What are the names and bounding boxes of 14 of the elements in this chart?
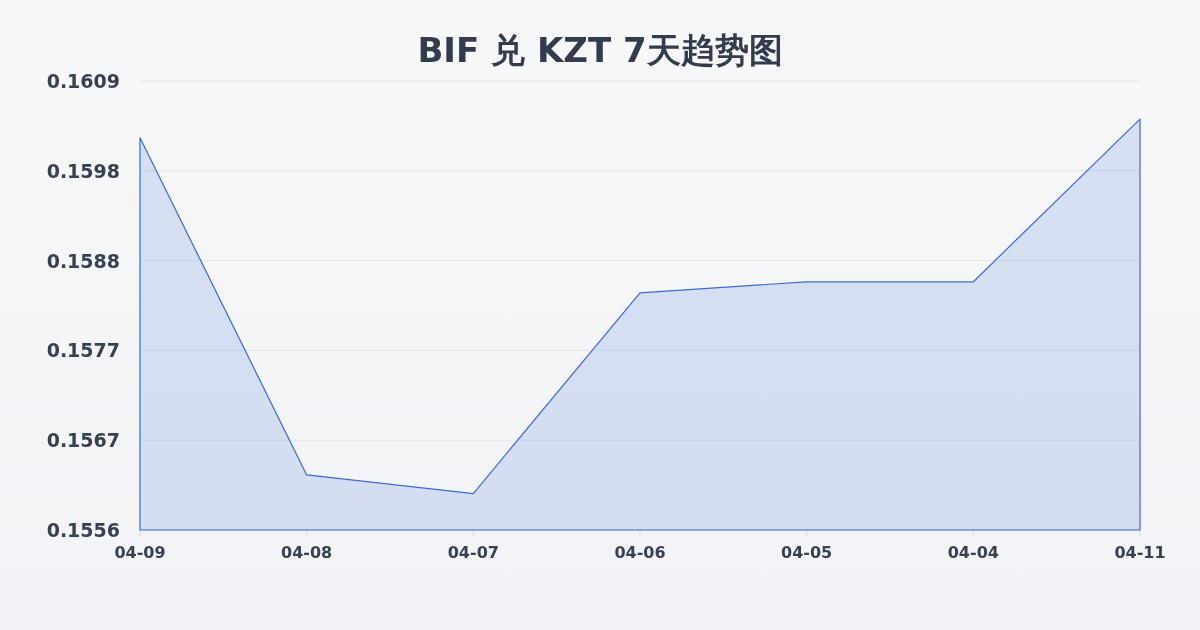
x-tick-label: 04-06 [614, 543, 666, 562]
x-tick-label: 04-09 [114, 543, 166, 562]
y-tick-label: 0.1577 [46, 339, 120, 362]
y-tick-label: 0.1556 [46, 519, 120, 541]
y-tick-label: 0.1588 [46, 249, 120, 272]
chart-title: BIF 兑 KZT 7天趋势图 [417, 30, 783, 70]
x-tick-label: 04-04 [947, 543, 999, 562]
x-tick-label: 04-08 [281, 543, 333, 562]
x-tick-label: 04-11 [1114, 543, 1166, 562]
x-tick-label: 04-05 [781, 543, 833, 562]
y-tick-label: 0.1609 [46, 70, 120, 92]
y-tick-label: 0.1598 [46, 159, 120, 182]
y-tick-label: 0.1567 [46, 429, 120, 452]
x-tick-label: 04-07 [447, 543, 499, 562]
